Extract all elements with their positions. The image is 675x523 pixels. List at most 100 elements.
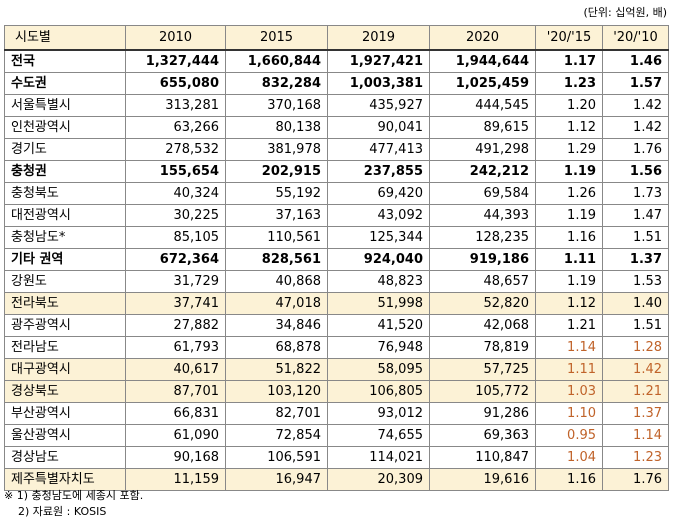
table-row: 강원도 31,729 40,868 48,823 48,657 1.19 1.53 — [4, 270, 669, 293]
ratio-cell: 1.56 — [602, 160, 669, 183]
header-2019: 2019 — [327, 25, 430, 51]
table-row: 광주광역시 27,882 34,846 41,520 42,068 1.21 1.51 — [4, 314, 669, 337]
ratio-cell: 1.47 — [602, 204, 669, 227]
value-cell: 61,793 — [125, 336, 226, 359]
ratio-cell: 1.11 — [535, 358, 603, 381]
ratio-cell: 1.28 — [602, 336, 669, 359]
value-cell: 68,878 — [225, 336, 328, 359]
header-2010: 2010 — [125, 25, 226, 51]
value-cell: 90,041 — [327, 116, 430, 139]
value-cell: 106,591 — [225, 446, 328, 469]
value-cell: 114,021 — [327, 446, 430, 469]
value-cell: 48,823 — [327, 270, 430, 293]
table-row: 충청권 155,654 202,915 237,855 242,212 1.19 1.56 — [4, 160, 669, 183]
value-cell: 242,212 — [429, 160, 536, 183]
value-cell: 832,284 — [225, 72, 328, 95]
region-name-cell: 전라북도 — [4, 292, 126, 315]
region-name-cell: 기타 권역 — [4, 248, 126, 271]
value-cell: 69,584 — [429, 182, 536, 205]
header-2015: 2015 — [225, 25, 328, 51]
value-cell: 80,138 — [225, 116, 328, 139]
unit-label: (단위: 십억원, 배) — [583, 6, 668, 19]
region-name-cell: 충청권 — [4, 160, 126, 183]
value-cell: 128,235 — [429, 226, 536, 249]
ratio-cell: 1.12 — [535, 116, 603, 139]
ratio-cell: 1.26 — [535, 182, 603, 205]
value-cell: 40,868 — [225, 270, 328, 293]
region-name-cell: 충청남도* — [4, 226, 126, 249]
value-cell: 61,090 — [125, 424, 226, 447]
region-name-cell: 부산광역시 — [4, 402, 126, 425]
value-cell: 125,344 — [327, 226, 430, 249]
value-cell: 19,616 — [429, 468, 536, 491]
value-cell: 370,168 — [225, 94, 328, 117]
value-cell: 44,393 — [429, 204, 536, 227]
value-cell: 43,092 — [327, 204, 430, 227]
table-row: 대전광역시 30,225 37,163 43,092 44,393 1.19 1.47 — [4, 204, 669, 227]
value-cell: 89,615 — [429, 116, 536, 139]
region-name-cell: 경상남도 — [4, 446, 126, 469]
value-cell: 76,948 — [327, 336, 430, 359]
table-row: 인천광역시 63,266 80,138 90,041 89,615 1.12 1.42 — [4, 116, 669, 139]
table-row: 충청남도* 85,105 110,561 125,344 128,235 1.16 1.51 — [4, 226, 669, 249]
value-cell: 11,159 — [125, 468, 226, 491]
value-cell: 51,998 — [327, 292, 430, 315]
value-cell: 37,741 — [125, 292, 226, 315]
value-cell: 1,944,644 — [429, 49, 536, 73]
ratio-cell: 1.20 — [535, 94, 603, 117]
value-cell: 1,327,444 — [125, 49, 226, 73]
value-cell: 90,168 — [125, 446, 226, 469]
region-name-cell: 대전광역시 — [4, 204, 126, 227]
table-row: 경상북도 87,701 103,120 106,805 105,772 1.03 1.21 — [4, 380, 669, 403]
value-cell: 20,309 — [327, 468, 430, 491]
ratio-cell: 1.51 — [602, 226, 669, 249]
footnotes: ※ 1) 충청남도에 세종시 포함. 2) 자료원 : KOSIS — [4, 488, 143, 520]
region-name-cell: 서울특별시 — [4, 94, 126, 117]
ratio-cell: 0.95 — [535, 424, 603, 447]
ratio-cell: 1.40 — [602, 292, 669, 315]
ratio-cell: 1.57 — [602, 72, 669, 95]
ratio-cell: 1.19 — [535, 270, 603, 293]
ratio-cell: 1.42 — [602, 94, 669, 117]
table-row: 기타 권역 672,364 828,561 924,040 919,186 1.11 1.3… — [4, 248, 669, 271]
value-cell: 51,822 — [225, 358, 328, 381]
region-name-cell: 울산광역시 — [4, 424, 126, 447]
value-cell: 105,772 — [429, 380, 536, 403]
value-cell: 435,927 — [327, 94, 430, 117]
region-name-cell: 충청북도 — [4, 182, 126, 205]
ratio-cell: 1.42 — [602, 358, 669, 381]
value-cell: 63,266 — [125, 116, 226, 139]
value-cell: 47,018 — [225, 292, 328, 315]
ratio-cell: 1.11 — [535, 248, 603, 271]
ratio-cell: 1.21 — [535, 314, 603, 337]
value-cell: 69,420 — [327, 182, 430, 205]
region-data-table: 시도별 2010 2015 2019 2020 '20/'15 '20/'10 … — [4, 25, 669, 491]
table-row: 전라북도 37,741 47,018 51,998 52,820 1.12 1.40 — [4, 292, 669, 315]
region-name-cell: 광주광역시 — [4, 314, 126, 337]
ratio-cell: 1.37 — [602, 402, 669, 425]
value-cell: 919,186 — [429, 248, 536, 271]
value-cell: 491,298 — [429, 138, 536, 161]
ratio-cell: 1.46 — [602, 49, 669, 73]
value-cell: 1,003,381 — [327, 72, 430, 95]
value-cell: 40,617 — [125, 358, 226, 381]
value-cell: 110,561 — [225, 226, 328, 249]
ratio-cell: 1.03 — [535, 380, 603, 403]
value-cell: 48,657 — [429, 270, 536, 293]
value-cell: 34,846 — [225, 314, 328, 337]
value-cell: 52,820 — [429, 292, 536, 315]
value-cell: 82,701 — [225, 402, 328, 425]
value-cell: 87,701 — [125, 380, 226, 403]
ratio-cell: 1.14 — [602, 424, 669, 447]
value-cell: 477,413 — [327, 138, 430, 161]
table-row: 서울특별시 313,281 370,168 435,927 444,545 1.20 1.4… — [4, 94, 669, 117]
table-row: 충청북도 40,324 55,192 69,420 69,584 1.26 1.73 — [4, 182, 669, 205]
value-cell: 85,105 — [125, 226, 226, 249]
ratio-cell: 1.51 — [602, 314, 669, 337]
value-cell: 91,286 — [429, 402, 536, 425]
value-cell: 1,025,459 — [429, 72, 536, 95]
ratio-cell: 1.73 — [602, 182, 669, 205]
value-cell: 16,947 — [225, 468, 328, 491]
table-row: 경기도 278,532 381,978 477,413 491,298 1.29 1.76 — [4, 138, 669, 161]
value-cell: 58,095 — [327, 358, 430, 381]
